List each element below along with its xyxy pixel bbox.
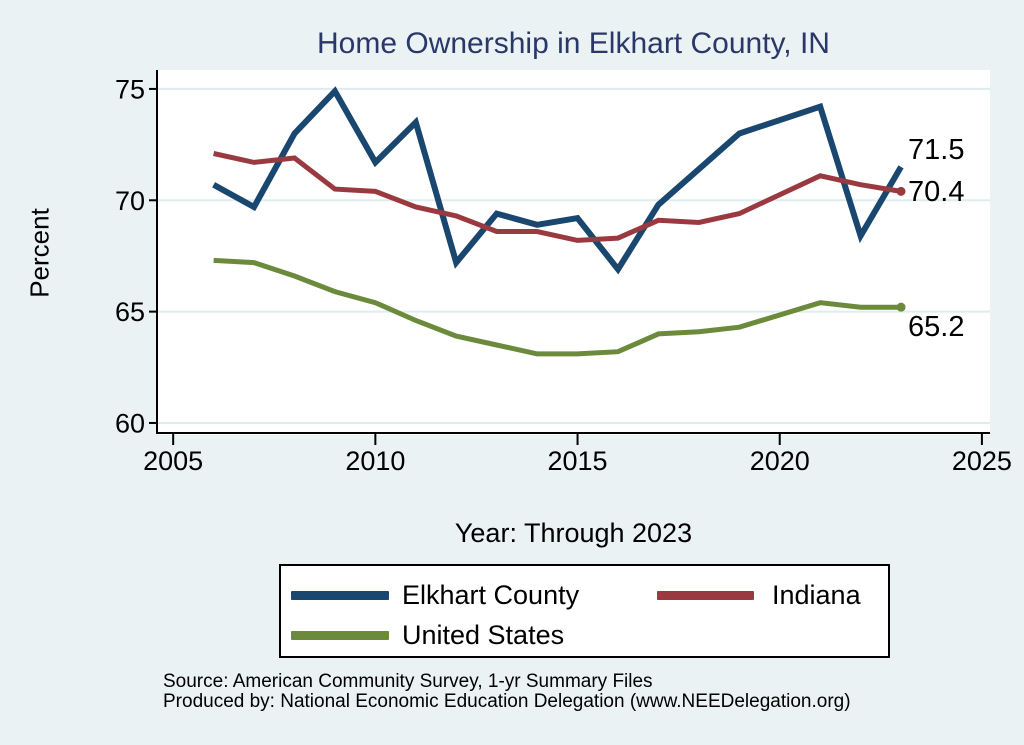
legend-label-elkhart-county: Elkhart County <box>402 580 580 610</box>
series-line-indiana <box>213 151 902 243</box>
x-tick-label-2005: 2005 <box>143 446 203 476</box>
x-tick-label-2020: 2020 <box>750 446 810 476</box>
x-tick-label-2025: 2025 <box>952 446 1012 476</box>
plot-background <box>157 70 990 435</box>
producer-note: Produced by: National Economic Education… <box>163 691 851 712</box>
x-tick-label-2015: 2015 <box>548 446 608 476</box>
source-note: Source: American Community Survey, 1-yr … <box>163 671 653 692</box>
legend-swatch-indiana <box>657 591 754 600</box>
legend-box: Elkhart County Indiana United States <box>279 564 890 658</box>
end-value-label-indiana: 70.4 <box>908 176 965 208</box>
end-value-label-united-states: 65.2 <box>908 311 965 343</box>
chart-title: Home Ownership in Elkhart County, IN <box>317 27 830 60</box>
y-tick-label-60: 60 <box>115 408 145 438</box>
x-tick-label-2010: 2010 <box>345 446 405 476</box>
x-axis-label: Year: Through 2023 <box>454 518 693 548</box>
end-marker-indiana <box>896 186 906 196</box>
series-line-united-states <box>213 257 901 357</box>
legend-label-united-states: United States <box>402 620 565 650</box>
legend-label-indiana: Indiana <box>772 580 861 610</box>
end-value-label-elkhart-county: 71.5 <box>908 134 965 166</box>
legend-swatch-elkhart-county <box>291 591 389 600</box>
end-marker-united-states <box>896 302 906 312</box>
legend-swatch-united-states <box>291 631 389 640</box>
y-tick-label-75: 75 <box>115 74 145 104</box>
y-tick-label-70: 70 <box>115 186 145 216</box>
series-line-elkhart-county <box>212 86 904 275</box>
y-tick-label-65: 65 <box>115 297 145 327</box>
